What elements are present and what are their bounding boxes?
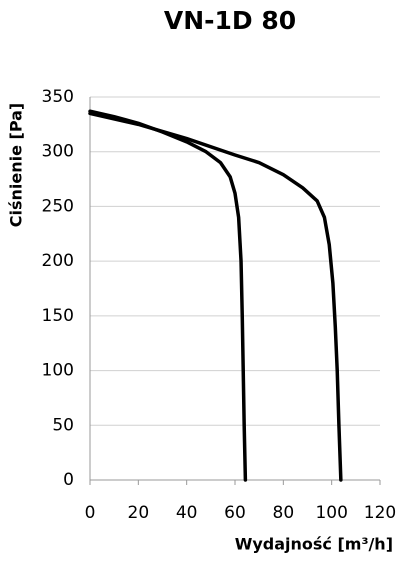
y-tick-label: 350 [42, 87, 74, 107]
y-tick-label: 0 [63, 470, 74, 490]
curve [88, 111, 343, 482]
x-tick-label: 0 [85, 503, 96, 523]
y-tick-label: 300 [42, 142, 74, 162]
x-tick-label: 100 [315, 503, 347, 523]
x-tick-label: 40 [176, 503, 198, 523]
y-axis-label: Ciśnienie [Pa] [7, 103, 26, 228]
y-tick-label: 200 [42, 251, 74, 271]
y-tick-label: 250 [42, 196, 74, 216]
chart-title: VN-1D 80 [164, 6, 296, 35]
x-tick-label: 80 [273, 503, 295, 523]
curve [88, 109, 248, 482]
y-tick-label: 50 [52, 415, 74, 435]
x-tick-label: 60 [224, 503, 246, 523]
x-axis-label: Wydajność [m³/h] [235, 535, 393, 554]
y-tick-label: 100 [42, 361, 74, 381]
y-tick-label: 150 [42, 306, 74, 326]
x-tick-label: 120 [364, 503, 396, 523]
x-tick-label: 20 [128, 503, 150, 523]
